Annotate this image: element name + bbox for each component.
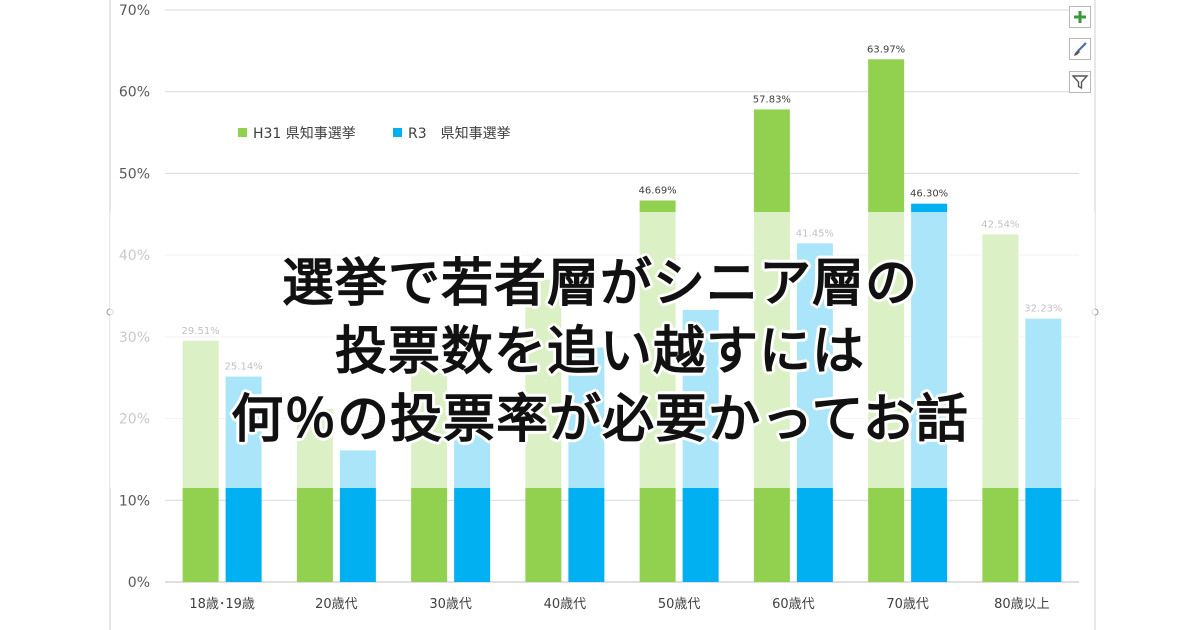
headline-line-3: 何％の投票率が必要かってお話 — [231, 390, 969, 450]
x-tick-label: 80歳以上 — [994, 597, 1050, 612]
y-tick-label: 60% — [119, 85, 150, 101]
legend-label: H31 県知事選挙 — [253, 125, 356, 142]
headline-line-2: 投票数を追い越すには — [334, 322, 865, 382]
filter-icon — [1071, 75, 1089, 90]
data-label: 57.83% — [753, 94, 791, 105]
legend-swatch — [238, 128, 247, 137]
chart-filters-button[interactable] — [1069, 71, 1091, 93]
x-tick-label: 70歳代 — [886, 597, 929, 612]
y-tick-label: 70% — [119, 3, 150, 19]
plus-icon — [1074, 11, 1086, 23]
x-tick-label: 18歳･19歳 — [189, 597, 255, 612]
chart-styles-button[interactable] — [1069, 38, 1091, 60]
x-tick-label: 50歳代 — [658, 597, 701, 612]
data-label: 46.69% — [639, 185, 677, 196]
y-tick-label: 50% — [119, 166, 150, 182]
brush-icon — [1074, 42, 1087, 56]
headline: 選挙で若者層がシニア層の 投票数を追い越すには 何％の投票率が必要かってお話 — [0, 250, 1200, 454]
legend-swatch — [393, 128, 402, 137]
y-tick-label: 10% — [119, 493, 150, 509]
x-tick-label: 60歳代 — [772, 597, 815, 612]
x-tick-label: 40歳代 — [544, 597, 587, 612]
legend: H31 県知事選挙 R3 県知事選挙 — [238, 125, 511, 142]
x-tick-label: 30歳代 — [429, 597, 472, 612]
data-label: 46.30% — [910, 189, 948, 200]
chart-elements-button[interactable] — [1069, 6, 1091, 28]
x-tick-label: 20歳代 — [315, 597, 358, 612]
y-tick-label: 0% — [128, 575, 150, 591]
legend-label: R3 県知事選挙 — [408, 125, 511, 142]
headline-backdrop — [110, 212, 1095, 488]
headline-line-1: 選挙で若者層がシニア層の — [281, 254, 918, 314]
x-axis-ticks: 18歳･19歳 20歳代 30歳代 40歳代 50歳代 60歳代 70歳代 80歳以上 — [189, 597, 1049, 612]
data-label: 63.97% — [867, 44, 905, 55]
